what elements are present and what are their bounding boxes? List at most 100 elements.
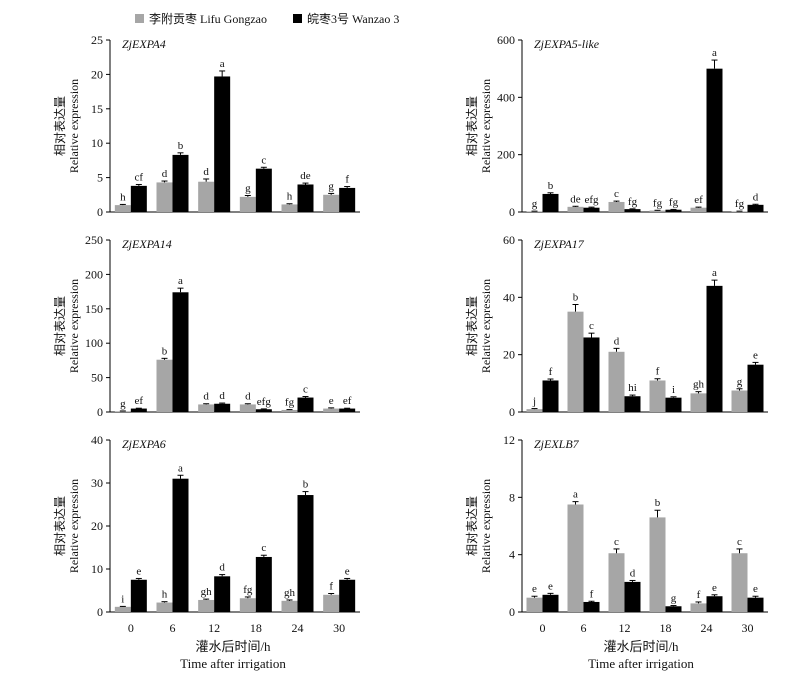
x-tick-label: 0: [540, 621, 546, 635]
significance-letter: e: [136, 565, 141, 577]
y-tick-label: 400: [497, 90, 515, 104]
y-axis-title-cn: 相对表达量: [465, 96, 479, 156]
y-tick-label: 250: [85, 233, 103, 247]
bar: [731, 553, 748, 612]
bar: [731, 211, 748, 212]
bar: [526, 211, 543, 212]
y-tick-label: 60: [503, 233, 515, 247]
bar: [339, 408, 356, 412]
significance-letter: g: [328, 180, 334, 192]
x-tick-label: 6: [581, 621, 587, 635]
significance-letter: c: [261, 542, 266, 554]
significance-letter: de: [300, 170, 311, 182]
y-axis-title-en: Relative expression: [67, 479, 81, 573]
bar: [542, 380, 559, 412]
bar: [583, 601, 600, 612]
bar: [608, 201, 625, 212]
significance-letter: c: [614, 188, 619, 200]
panel-title: ZjEXPA4: [122, 37, 166, 51]
y-tick-label: 20: [91, 67, 103, 81]
bar: [526, 409, 543, 412]
bar: [747, 204, 764, 212]
bar: [649, 380, 666, 412]
x-tick-label: 12: [619, 621, 631, 635]
y-tick-label: 150: [85, 302, 103, 316]
significance-letter: fg: [243, 584, 253, 596]
y-tick-label: 0: [97, 605, 103, 619]
y-axis-title-en: Relative expression: [67, 279, 81, 373]
bar: [665, 606, 682, 612]
x-tick-label: 12: [208, 621, 220, 635]
significance-letter: e: [329, 395, 334, 407]
significance-letter: f: [549, 366, 553, 378]
x-axis-title-cn-right: 灌水后时间/h: [603, 639, 679, 654]
bar: [156, 182, 173, 212]
y-tick-label: 12: [503, 433, 515, 447]
legend-swatch-wanzao: [293, 14, 302, 23]
bar: [255, 556, 272, 612]
significance-letter: e: [753, 583, 758, 595]
y-axis-title-en: Relative expression: [479, 279, 493, 373]
x-axis-title-cn-left: 灌水后时间/h: [195, 639, 271, 654]
bar: [542, 594, 559, 612]
significance-letter: e: [345, 565, 350, 577]
bar: [214, 403, 231, 412]
significance-letter: h: [162, 589, 168, 601]
legend: 李附贡枣 Lifu Gongzao 皖枣3号 Wanzao 3: [135, 11, 399, 26]
significance-letter: ef: [343, 395, 352, 407]
bar: [297, 184, 314, 212]
y-tick-label: 8: [509, 490, 515, 504]
significance-letter: g: [532, 198, 538, 210]
y-tick-label: 20: [91, 519, 103, 533]
bar: [172, 478, 189, 612]
x-tick-label: 30: [742, 621, 754, 635]
legend-label-lifu: 李附贡枣 Lifu Gongzao: [149, 11, 267, 26]
bar: [156, 359, 173, 412]
bar: [731, 390, 748, 412]
significance-letter: gh: [201, 586, 213, 598]
x-axis-title-en-right: Time after irrigation: [588, 656, 694, 671]
bar: [281, 409, 298, 412]
y-tick-label: 30: [91, 476, 103, 490]
significance-letter: h: [287, 191, 293, 203]
significance-letter: f: [656, 366, 660, 378]
panel-ZjEXPA4: 0 5 10 15 20 25 ZjEXPA4 相对表达量 Relative expressio…: [53, 33, 360, 219]
significance-letter: d: [614, 335, 620, 347]
bar: [130, 579, 147, 612]
significance-letter: h: [120, 191, 126, 203]
bar: [281, 600, 298, 612]
bar: [255, 168, 272, 212]
y-tick-label: 200: [85, 267, 103, 281]
significance-letter: de: [570, 193, 581, 205]
significance-letter: i: [672, 384, 675, 396]
significance-letter: d: [630, 567, 636, 579]
y-tick-label: 5: [97, 171, 103, 185]
significance-letter: d: [219, 562, 225, 574]
y-tick-label: 200: [497, 148, 515, 162]
y-tick-label: 15: [91, 102, 103, 116]
bar: [114, 205, 131, 212]
bar: [323, 408, 340, 412]
bar: [567, 206, 584, 212]
y-tick-label: 40: [503, 290, 515, 304]
significance-letter: e: [532, 583, 537, 595]
x-axis-title-en-left: Time after irrigation: [180, 656, 286, 671]
panel-title: ZjEXPA14: [122, 237, 172, 251]
significance-letter: ef: [694, 194, 703, 206]
bar: [339, 187, 356, 212]
significance-letter: e: [753, 349, 758, 361]
bar: [339, 579, 356, 612]
significance-letter: b: [178, 140, 184, 152]
significance-letter: d: [245, 391, 251, 403]
bar: [114, 606, 131, 612]
significance-letter: e: [712, 582, 717, 594]
bar: [239, 598, 256, 612]
significance-letter: b: [548, 180, 554, 192]
significance-letter: b: [573, 292, 579, 304]
panel-title: ZjEXPA5-like: [534, 37, 600, 51]
y-tick-label: 0: [97, 405, 103, 419]
y-axis-title-en: Relative expression: [479, 479, 493, 573]
panel-title: ZjEXPA6: [122, 437, 166, 451]
significance-letter: gh: [284, 587, 296, 599]
